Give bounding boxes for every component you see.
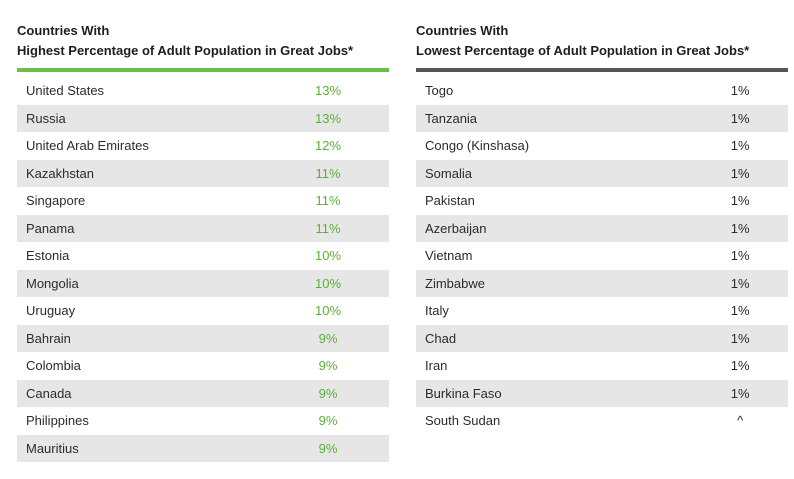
lowest-table: Togo 1% Tanzania 1% Congo (Kinshasa) 1% Somali… xyxy=(416,77,788,435)
country-name: Burkina Faso xyxy=(425,385,502,401)
table-row: United States 13% xyxy=(17,77,389,105)
table-row: Somalia 1% xyxy=(416,159,788,187)
highest-panel-title: Countries With Highest Percentage of Adu… xyxy=(17,21,389,61)
country-name: United Arab Emirates xyxy=(26,138,149,154)
highest-title-line1: Countries With xyxy=(17,23,110,38)
country-name: Chad xyxy=(425,330,457,346)
table-row: Canada 9% xyxy=(17,379,389,407)
table-row: Kazakhstan 11% xyxy=(17,159,389,187)
table-row: Vietnam 1% xyxy=(416,242,788,270)
table-row: Mauritius 9% xyxy=(17,434,389,462)
percentage-value: 10% xyxy=(314,248,342,264)
percentage-value: 1% xyxy=(730,358,750,374)
percentage-value: 1% xyxy=(730,193,750,209)
table-row: Russia 13% xyxy=(17,104,389,132)
percentage-value: 1% xyxy=(730,275,750,291)
highest-title-line2: Highest Percentage of Adult Population i… xyxy=(17,43,354,58)
country-name: Philippines xyxy=(26,413,89,429)
percentage-value: 1% xyxy=(730,385,750,401)
percentage-value: 1% xyxy=(730,220,750,236)
percentage-value: 1% xyxy=(730,83,750,99)
country-name: Tanzania xyxy=(425,110,478,126)
country-name: Somalia xyxy=(425,165,472,181)
highest-table: United States 13% Russia 13% United Arab Emi… xyxy=(17,77,389,462)
percentage-value: 9% xyxy=(318,358,338,374)
country-name: Italy xyxy=(425,303,449,319)
percentage-value: 1% xyxy=(730,110,750,126)
highest-panel: Countries With Highest Percentage of Adu… xyxy=(17,21,389,462)
table-row: Azerbaijan 1% xyxy=(416,214,788,242)
percentage-value: 1% xyxy=(730,303,750,319)
country-name: Iran xyxy=(425,358,448,374)
table-row: Pakistan 1% xyxy=(416,187,788,215)
percentage-value: 13% xyxy=(314,83,342,99)
table-row: Bahrain 9% xyxy=(17,324,389,352)
country-name: United States xyxy=(26,83,105,99)
table-row: Tanzania 1% xyxy=(416,104,788,132)
percentage-value: 9% xyxy=(318,385,338,401)
lowest-panel-title: Countries With Lowest Percentage of Adul… xyxy=(416,21,788,61)
country-name: Singapore xyxy=(26,193,86,209)
percentage-value: 12% xyxy=(314,138,342,154)
percentage-value: 10% xyxy=(314,275,342,291)
table-row: Iran 1% xyxy=(416,352,788,380)
percentage-value: 9% xyxy=(318,330,338,346)
country-name: Panama xyxy=(26,220,75,236)
country-name: Togo xyxy=(425,83,454,99)
country-name: Russia xyxy=(26,110,66,126)
table-row: Colombia 9% xyxy=(17,352,389,380)
percentage-value: 10% xyxy=(314,303,342,319)
country-name: Vietnam xyxy=(425,248,473,264)
country-name: Canada xyxy=(26,385,72,401)
country-name: Kazakhstan xyxy=(26,165,94,181)
highest-title-rule xyxy=(17,68,389,72)
lowest-title-line2: Lowest Percentage of Adult Population in… xyxy=(416,43,750,58)
percentage-value: 11% xyxy=(315,220,341,236)
country-name: Pakistan xyxy=(425,193,475,209)
country-name: Zimbabwe xyxy=(425,275,485,291)
country-name: South Sudan xyxy=(425,413,501,429)
percentage-value: 1% xyxy=(730,138,750,154)
country-name: Bahrain xyxy=(26,330,71,346)
percentage-value: 1% xyxy=(730,330,750,346)
country-name: Colombia xyxy=(26,358,81,374)
table-row: Singapore 11% xyxy=(17,187,389,215)
country-name: Congo (Kinshasa) xyxy=(425,138,530,154)
percentage-value: 1% xyxy=(730,248,750,264)
table-row: Philippines 9% xyxy=(17,407,389,435)
table-row: Togo 1% xyxy=(416,77,788,105)
table-row: Panama 11% xyxy=(17,214,389,242)
lowest-title-rule xyxy=(416,68,788,72)
table-row: Congo (Kinshasa) 1% xyxy=(416,132,788,160)
table-row: Zimbabwe 1% xyxy=(416,269,788,297)
country-name: Mongolia xyxy=(26,275,79,291)
country-name: Azerbaijan xyxy=(425,220,487,236)
country-name: Uruguay xyxy=(26,303,76,319)
country-name: Mauritius xyxy=(26,440,79,456)
table-row: Mongolia 10% xyxy=(17,269,389,297)
percentage-value: ^ xyxy=(737,413,744,429)
table-row: United Arab Emirates 12% xyxy=(17,132,389,160)
table-row: Italy 1% xyxy=(416,297,788,325)
percentage-value: 11% xyxy=(315,165,341,181)
table-row: Chad 1% xyxy=(416,324,788,352)
percentage-value: 11% xyxy=(315,193,341,209)
lowest-title-line1: Countries With xyxy=(416,23,509,38)
table-row: Estonia 10% xyxy=(17,242,389,270)
lowest-panel: Countries With Lowest Percentage of Adul… xyxy=(416,21,788,435)
table-row: Burkina Faso 1% xyxy=(416,379,788,407)
percentage-value: 1% xyxy=(730,165,750,181)
table-row: Uruguay 10% xyxy=(17,297,389,325)
country-name: Estonia xyxy=(26,248,70,264)
percentage-value: 9% xyxy=(318,413,338,429)
percentage-value: 13% xyxy=(314,110,342,126)
percentage-value: 9% xyxy=(318,440,338,456)
table-row: South Sudan ^ xyxy=(416,407,788,435)
